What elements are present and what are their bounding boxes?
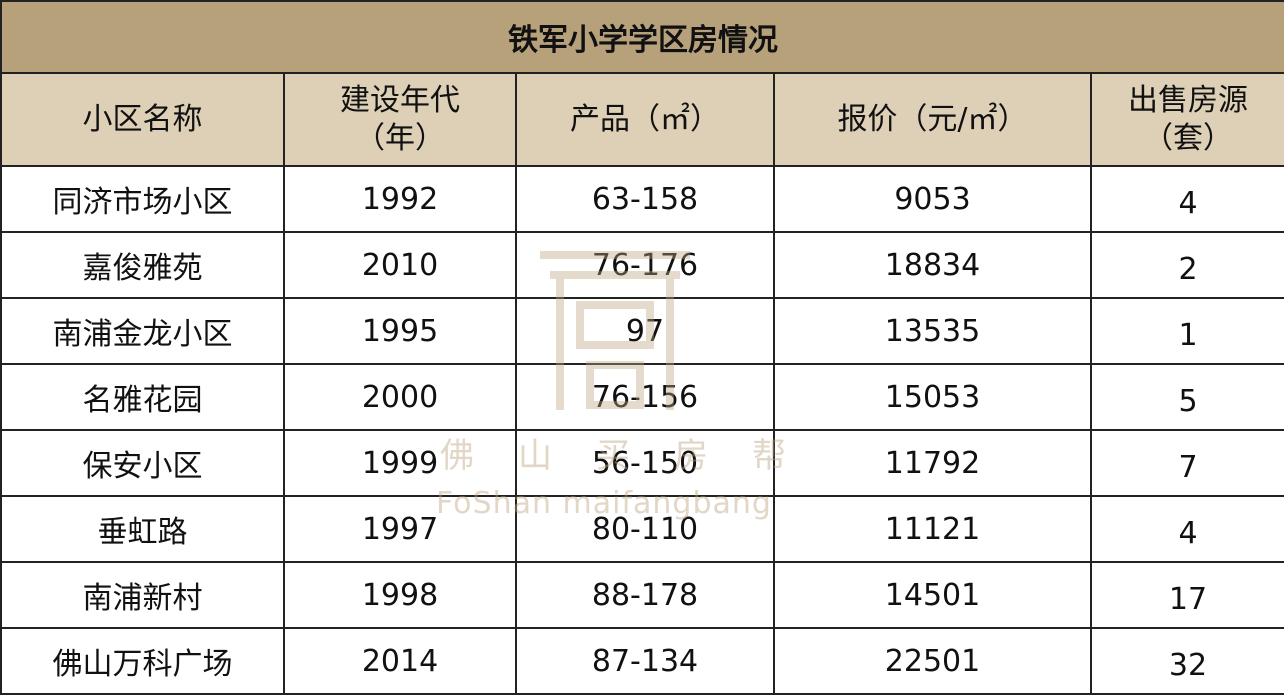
table-cell: 4 <box>1089 495 1284 563</box>
table-cell: 76-176 <box>515 231 775 299</box>
table-cell: 22501 <box>773 627 1092 695</box>
header-cell: 出售房源 （套） <box>1089 72 1284 167</box>
table-cell: 9053 <box>773 165 1092 233</box>
table-cell: 11121 <box>773 495 1092 563</box>
table-cell: 18834 <box>773 231 1092 299</box>
table-row: 保安小区 1999 56-150 11792 7 <box>0 429 1284 497</box>
table-cell: 13535 <box>773 297 1092 365</box>
header-cell: 产品（㎡） <box>515 72 775 167</box>
table-cell: 97 <box>515 297 775 365</box>
table-row: 南浦金龙小区 1995 97 13535 1 <box>0 297 1284 365</box>
table-cell: 11792 <box>773 429 1092 497</box>
table-cell: 垂虹路 <box>0 495 285 563</box>
table-cell: 名雅花园 <box>0 363 285 431</box>
table-cell: 2000 <box>283 363 517 431</box>
table-row: 佛山万科广场 2014 87-134 22501 32 <box>0 627 1284 695</box>
table-cell: 2 <box>1089 231 1284 299</box>
table-row: 垂虹路 1997 80-110 11121 4 <box>0 495 1284 563</box>
table-row: 名雅花园 2000 76-156 15053 5 <box>0 363 1284 431</box>
header-cell: 小区名称 <box>0 72 285 167</box>
table-cell: 80-110 <box>515 495 775 563</box>
table-cell: 1995 <box>283 297 517 365</box>
table-cell: 1 <box>1089 297 1284 365</box>
watermark-logo <box>540 251 690 410</box>
table-cell: 15053 <box>773 363 1092 431</box>
table-cell: 南浦金龙小区 <box>0 297 285 365</box>
table-cell: 1997 <box>283 495 517 563</box>
table-cell: 7 <box>1089 429 1284 497</box>
table-cell: 32 <box>1089 627 1284 695</box>
table-cell: 5 <box>1089 363 1284 431</box>
table-cell: 1998 <box>283 561 517 629</box>
table-cell: 2010 <box>283 231 517 299</box>
table-cell: 1992 <box>283 165 517 233</box>
table-title: 铁军小学学区房情况 <box>0 0 1284 74</box>
table-cell: 87-134 <box>515 627 775 695</box>
table-cell: 同济市场小区 <box>0 165 285 233</box>
table-cell: 76-156 <box>515 363 775 431</box>
table-cell: 保安小区 <box>0 429 285 497</box>
table-cell: 佛山万科广场 <box>0 627 285 695</box>
table-cell: 4 <box>1089 165 1284 233</box>
table-row: 南浦新村 1998 88-178 14501 17 <box>0 561 1284 629</box>
table-cell: 63-158 <box>515 165 775 233</box>
table-cell: 88-178 <box>515 561 775 629</box>
table-cell: 14501 <box>773 561 1092 629</box>
table-cell: 南浦新村 <box>0 561 285 629</box>
table-cell: 56-150 <box>515 429 775 497</box>
table-cell: 17 <box>1089 561 1284 629</box>
header-cell: 建设年代 （年） <box>283 72 517 167</box>
header-row: 小区名称 建设年代 （年） 产品（㎡） 报价（元/㎡） 出售房源 （套） <box>0 72 1284 167</box>
table-row: 嘉俊雅苑 2010 76-176 18834 2 <box>0 231 1284 299</box>
table-cell: 嘉俊雅苑 <box>0 231 285 299</box>
table-row: 同济市场小区 1992 63-158 9053 4 <box>0 165 1284 233</box>
table-cell: 1999 <box>283 429 517 497</box>
header-cell: 报价（元/㎡） <box>773 72 1092 167</box>
table-cell: 2014 <box>283 627 517 695</box>
